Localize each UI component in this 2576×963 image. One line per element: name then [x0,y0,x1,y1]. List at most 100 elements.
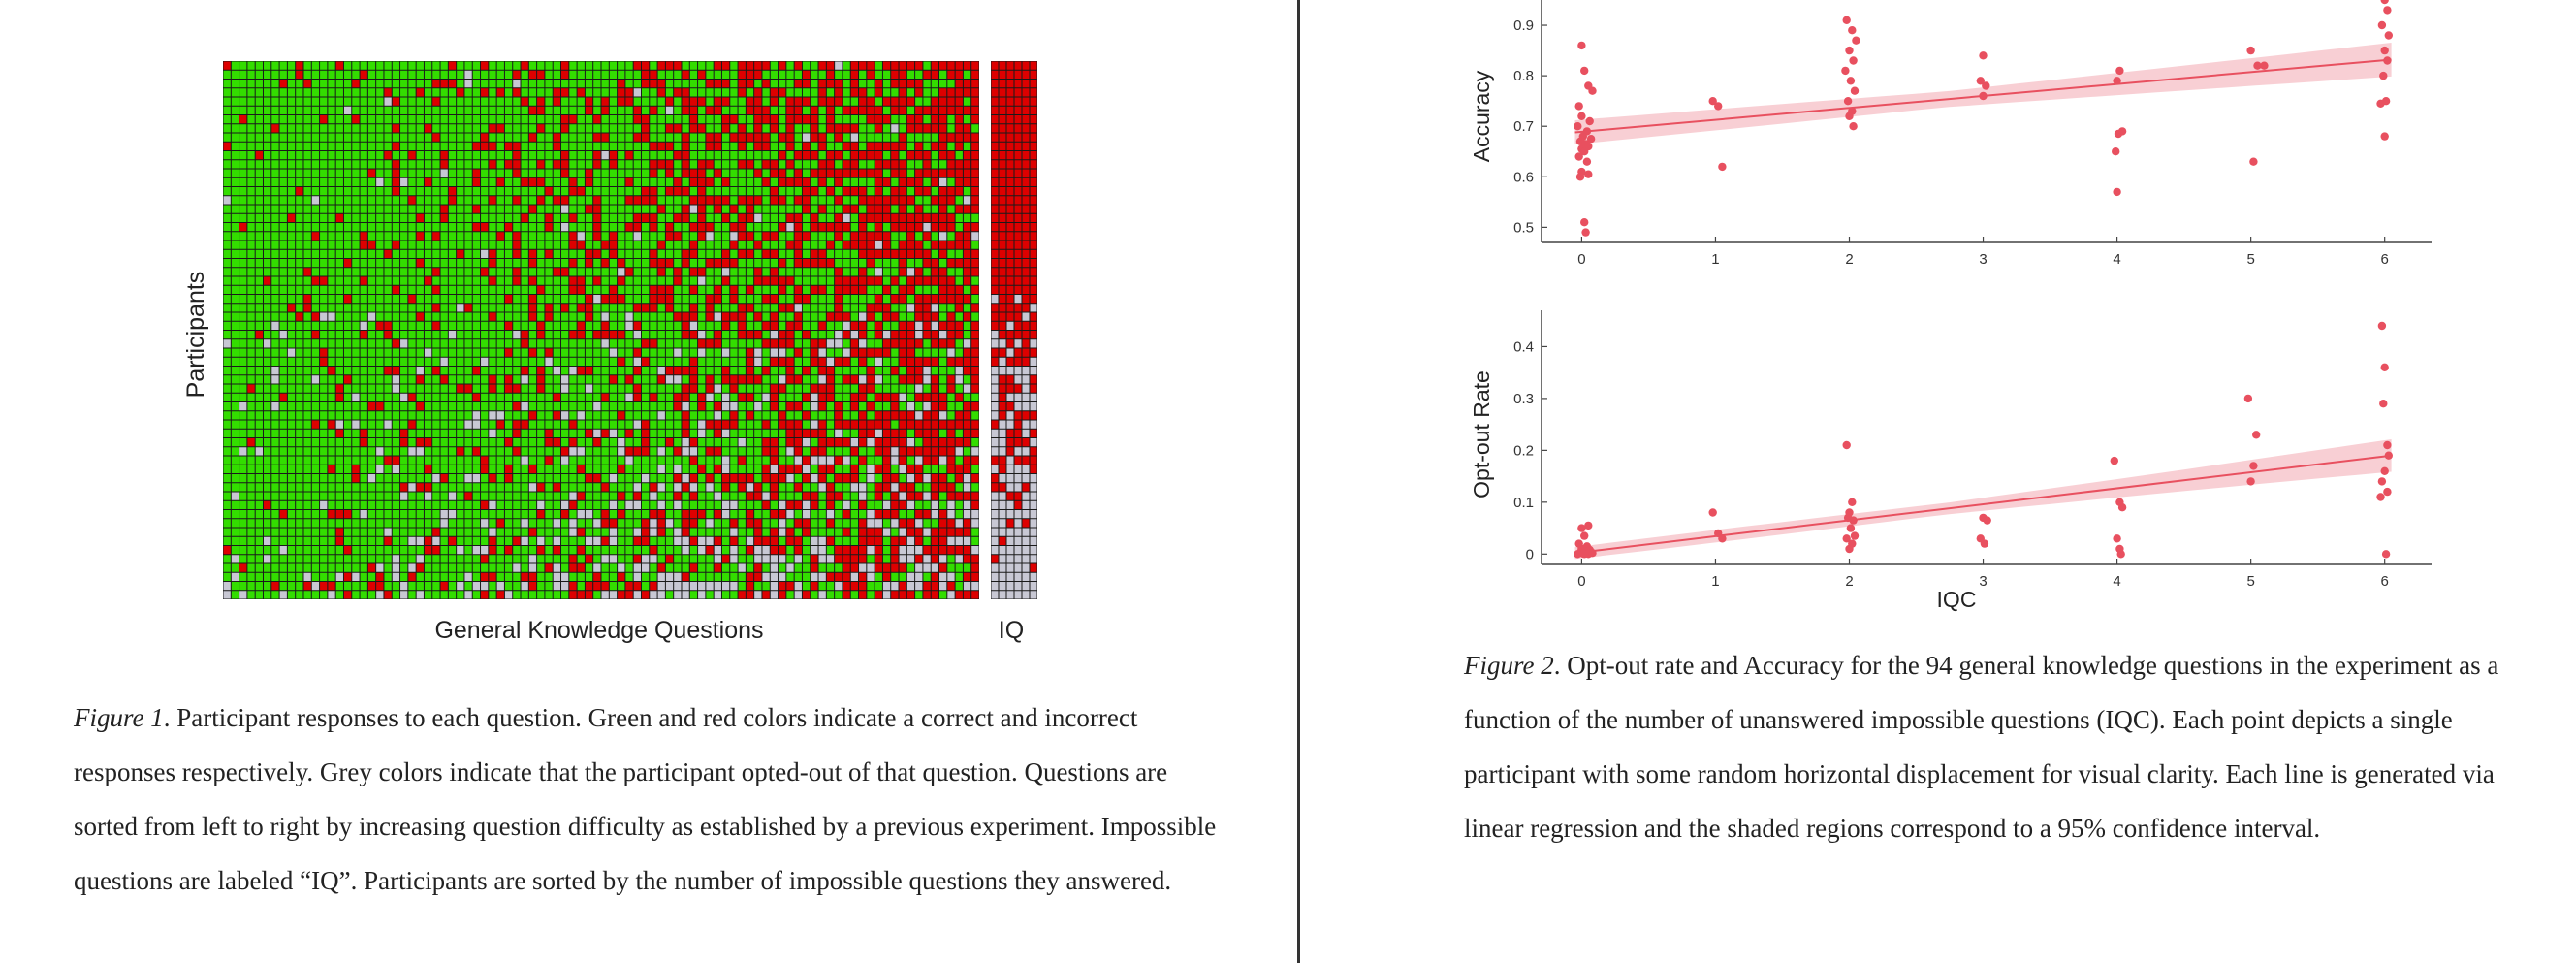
heatmap-cell [955,312,963,321]
heatmap-cell [746,295,754,304]
heatmap-cell [328,510,335,519]
heatmap-cell [352,438,360,447]
heatmap-cell [754,124,762,133]
heatmap-cell [706,160,714,169]
heatmap-cell [263,133,271,142]
heatmap-cell [955,61,963,70]
heatmap-cell [360,393,367,401]
heatmap-cell [689,411,698,420]
heatmap-cell [835,519,843,528]
heatmap-cell [746,61,754,70]
heatmap-cell [521,331,528,339]
heatmap-cell [818,61,826,70]
heatmap-cell [779,312,786,321]
heatmap-cell [400,456,408,465]
heatmap-cell [352,528,360,536]
heatmap-cell [947,124,955,133]
heatmap-cell [947,169,955,177]
heatmap-cell [843,124,850,133]
heatmap-cell [585,519,593,528]
heatmap-cell [360,465,367,473]
heatmap-cell [489,420,496,429]
heatmap-cell [906,402,915,411]
heatmap-cell [818,80,826,88]
heatmap-cell [770,474,779,483]
heatmap-cell [432,205,440,213]
heatmap-cell [521,268,528,276]
heatmap-cell [818,241,826,249]
heatmap-cell [263,232,271,241]
heatmap-cell [835,249,843,258]
heatmap-cell [593,268,601,276]
heatmap-cell [424,106,432,114]
heatmap-cell [504,88,513,97]
heatmap-cell [585,465,593,473]
heatmap-cell [955,492,963,500]
heatmap-cell [786,177,794,186]
heatmap-cell [448,438,457,447]
heatmap-cell [689,133,698,142]
heatmap-cell [625,456,633,465]
heatmap-cell [400,465,408,473]
heatmap-cell [553,375,561,384]
heatmap-cell [609,169,618,177]
heatmap-cell [360,70,367,79]
heatmap-cell [818,276,826,285]
heatmap-cell [714,312,721,321]
heatmap-cell [384,465,392,473]
heatmap-cell [706,169,714,177]
heatmap-cell [448,519,457,528]
heatmap-cell [835,474,843,483]
heatmap-cell [657,474,665,483]
heatmap-cell [674,259,682,268]
heatmap-cell [706,429,714,437]
heatmap-cell [489,312,496,321]
heatmap-cell [367,276,376,285]
heatmap-cell [360,357,367,366]
heatmap-cell [963,61,971,70]
heatmap-cell [835,438,843,447]
heatmap-cell [706,142,714,150]
heatmap-cell [352,375,360,384]
heatmap-cell [247,70,255,79]
heatmap-cell [770,232,779,241]
heatmap-cell [915,375,923,384]
heatmap-cell [657,259,665,268]
heatmap-cell [875,80,882,88]
heatmap-cell [328,177,335,186]
heatmap-cell [625,519,633,528]
heatmap-cell [682,456,689,465]
heatmap-cell [569,456,577,465]
heatmap-cell [489,331,496,339]
heatmap-cell [311,492,320,500]
heatmap-cell [931,339,939,348]
heatmap-cell [343,510,352,519]
heatmap-cell [738,465,746,473]
heatmap-cell [352,124,360,133]
heatmap-cell [915,528,923,536]
heatmap-cell [915,357,923,366]
heatmap-cell [376,331,384,339]
heatmap-cell [730,492,738,500]
heatmap-cell [939,367,947,375]
heatmap-cell [320,536,328,545]
heatmap-cell [287,249,296,258]
heatmap-cell [618,384,625,393]
heatmap-cell [601,259,609,268]
heatmap-cell [408,187,416,196]
heatmap-cell [714,259,721,268]
heatmap-cell [706,115,714,124]
heatmap-cell [754,232,762,241]
heatmap-cell [464,402,472,411]
heatmap-cell [721,80,730,88]
heatmap-cell [698,133,706,142]
heatmap-cell [504,528,513,536]
heatmap-cell [850,312,859,321]
heatmap-cell [360,492,367,500]
heatmap-cell [472,259,481,268]
heatmap-cell [906,223,915,232]
heatmap-cell [521,375,528,384]
heatmap-cell [448,205,457,213]
heatmap-cell [352,384,360,393]
heatmap-cell [843,500,850,509]
